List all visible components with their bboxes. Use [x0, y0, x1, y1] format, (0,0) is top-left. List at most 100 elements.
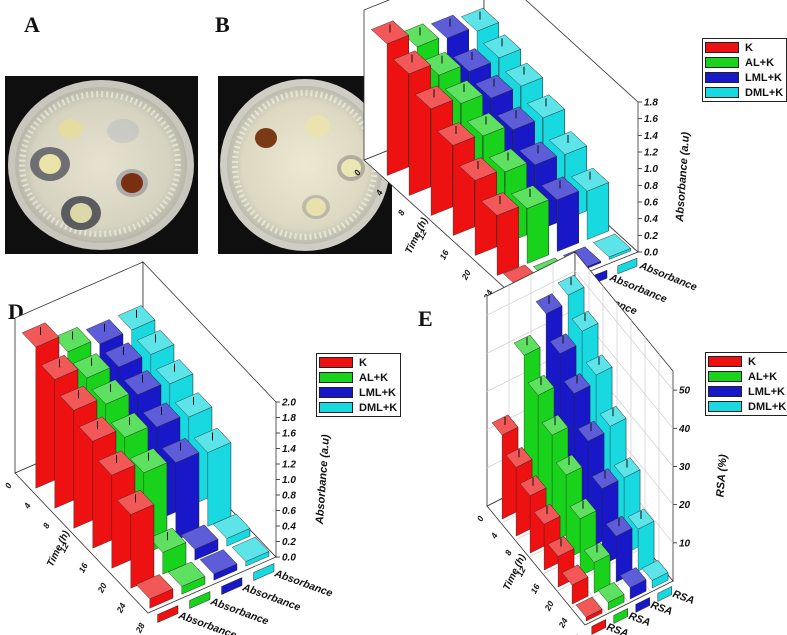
bar-top-face: [129, 448, 168, 474]
panel-label-b: B: [215, 12, 230, 37]
chart-c-legend: K AL+K LML+K DML+K: [702, 38, 787, 102]
bar-al-k-t4: [583, 541, 611, 594]
disc: [306, 115, 330, 137]
legend-swatch-k: [319, 357, 353, 368]
ytick-label: 10: [679, 538, 691, 549]
ytick-label: 30: [679, 462, 691, 473]
bar-front-face: [515, 459, 533, 537]
bar-top-face: [135, 574, 174, 600]
y-axis-label: RSA (%): [715, 454, 730, 498]
ytick-label: 0.4: [282, 522, 296, 533]
bar-lml-k-t0: [619, 566, 647, 600]
bar-front-face: [474, 171, 497, 256]
bar-front-face: [579, 510, 597, 577]
bar-top-face: [414, 85, 454, 110]
chart-c: 0.0 0.2 0.4 0.6 0.8 1.0 1.2 1.4 1.6 1.8 Absorbance…: [352, 0, 787, 330]
legend-item-lml-k: LML+K: [708, 384, 786, 399]
bar-lml-k-t16: [563, 372, 591, 532]
time-tick-label: 0: [352, 168, 363, 177]
legend-item-k: K: [705, 40, 783, 55]
disc: [70, 203, 92, 223]
legend-label-k: K: [359, 356, 367, 369]
ytick-label: 1.8: [282, 413, 296, 424]
bar-top-face: [591, 468, 619, 489]
series-marker: [221, 577, 243, 595]
legend-swatch-al-k: [319, 372, 353, 383]
bar-k-t0: [575, 596, 603, 622]
legend-swatch-dml-k: [705, 87, 739, 98]
bar-front-face: [496, 206, 519, 276]
time-tick-label: 20: [542, 599, 556, 613]
legend-label-dml-k: DML+K: [748, 400, 787, 413]
ytick-label: 0.6: [644, 198, 658, 209]
time-tick-label: 4: [373, 188, 385, 198]
ytick-label: 2.0: [281, 398, 296, 409]
legend-label-lml-k: LML+K: [745, 71, 782, 84]
series-marker: [657, 585, 673, 602]
bar-lml-k-t4: [180, 524, 219, 561]
ytick-label: 0.0: [282, 553, 296, 564]
bar-top-face: [541, 414, 569, 436]
bar-top-face: [110, 412, 149, 438]
brown-disc: [121, 173, 143, 193]
bar-top-face: [231, 536, 270, 562]
time-tick-label: 16: [437, 248, 450, 261]
bar-top-face: [557, 274, 585, 296]
time-tick-label: 20: [95, 581, 109, 595]
legend-item-dml-k: DML+K: [705, 85, 783, 100]
bar-k-t4: [116, 489, 155, 589]
bar-top-face: [104, 342, 143, 368]
legend-item-lml-k: LML+K: [319, 385, 397, 400]
bar-top-face: [540, 176, 580, 201]
bar-top-face: [571, 310, 599, 332]
bar-top-face: [123, 370, 162, 396]
series-marker: [635, 596, 651, 613]
legend-label-dml-k: DML+K: [745, 86, 784, 99]
time-tick-label: 8: [503, 548, 514, 557]
bar-k-t12: [436, 122, 476, 236]
ytick-label: 40: [678, 424, 691, 435]
bar-top-face: [597, 582, 625, 603]
legend-label-lml-k: LML+K: [359, 386, 396, 399]
ytick-label: 50: [679, 386, 691, 397]
gridline: [486, 270, 674, 391]
time-tick-label: 24: [114, 601, 128, 615]
legend-label-dml-k: DML+K: [359, 401, 398, 414]
bar-lml-k-t4: [605, 515, 633, 583]
ytick-label: 1.4: [644, 131, 658, 142]
bar-al-k-t0: [167, 561, 206, 595]
chart-c-svg: 0.0 0.2 0.4 0.6 0.8 1.0 1.2 1.4 1.6 1.8 Absorbance…: [352, 0, 699, 330]
bar-dml-k-t0: [231, 536, 270, 567]
series-axis-label: RSA: [649, 599, 674, 618]
bar-k-t4: [480, 192, 520, 276]
time-tick-label: 12: [415, 228, 428, 241]
y-axis-label: Absorbance (a.u): [674, 131, 692, 223]
bar-front-face: [501, 426, 519, 520]
legend-swatch-al-k: [705, 57, 739, 68]
bar-front-face: [175, 452, 200, 541]
bar-dml-k-t8: [193, 427, 232, 527]
agar-surface: [227, 86, 383, 244]
bar-top-face: [199, 549, 238, 575]
bar-top-face: [488, 148, 528, 173]
bar-dml-k-t0: [641, 559, 669, 589]
time-tick-label: 16: [76, 561, 89, 574]
bar-top-face: [40, 354, 79, 380]
legend-label-k: K: [748, 355, 756, 368]
bar-k-t0: [135, 573, 174, 609]
time-tick-label: 4: [21, 501, 33, 511]
bar-top-face: [641, 560, 669, 581]
bar-top-face: [59, 385, 98, 411]
bar-top-face: [563, 373, 591, 394]
time-tick-label: 4: [488, 531, 500, 541]
legend-swatch-k: [705, 42, 739, 53]
bar-front-face: [430, 99, 453, 216]
brown-disc: [255, 128, 277, 148]
series-axis-label: RSA: [627, 610, 652, 629]
bar-dml-k-t4: [570, 167, 610, 240]
bar-top-face: [513, 334, 541, 356]
bar-top-face: [496, 106, 536, 131]
bar-front-face: [408, 64, 431, 196]
bar-top-face: [212, 513, 251, 539]
